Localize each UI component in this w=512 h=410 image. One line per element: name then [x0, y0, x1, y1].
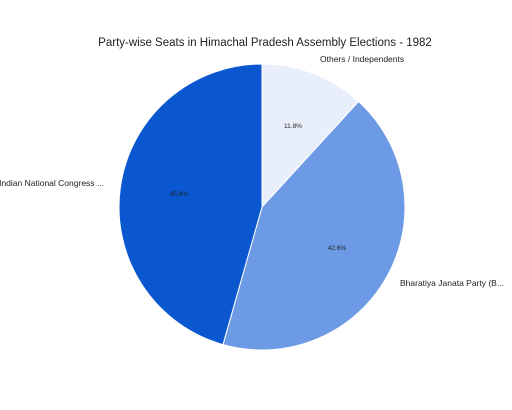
- pie-slice-3: [118, 63, 263, 346]
- slice-label-3: Indian National Congress ...: [0, 178, 104, 188]
- pie-labels: Others / Independents 11.8% Bharatiya Jana…: [0, 54, 504, 288]
- slice-label-2: Bharatiya Janata Party (B...: [400, 278, 504, 288]
- slice-label-1: Others / Independents: [320, 54, 404, 64]
- slice-percent-label-3: 45.6%: [170, 191, 189, 198]
- pie-slices: [118, 63, 406, 351]
- chart-title: Party-wise Seats in Himachal Pradesh Ass…: [98, 37, 432, 49]
- slice-percent-label-1: 11.8%: [284, 123, 302, 130]
- slice-percent-label-2: 42.6%: [328, 245, 347, 252]
- pie-slice-2: [222, 100, 406, 351]
- pie-slice-1: [261, 63, 360, 209]
